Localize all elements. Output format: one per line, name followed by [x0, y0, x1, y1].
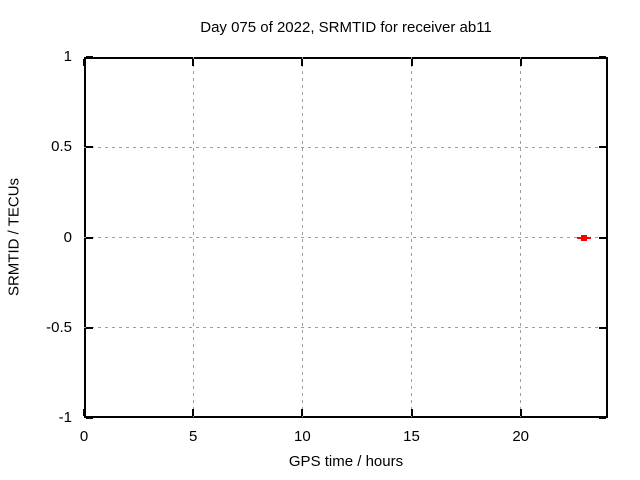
chart-title: Day 075 of 2022, SRMTID for receiver ab1… [200, 19, 492, 36]
x-tick-top [519, 59, 522, 66]
data-point-marker [580, 234, 587, 241]
x-tick-label: 5 [188, 428, 198, 445]
y-tick-left [86, 236, 93, 239]
x-tick-top [83, 59, 85, 66]
x-axis-label: GPS time / hours [288, 453, 404, 470]
y-tick-right [599, 417, 606, 419]
x-tick-label: 20 [512, 428, 529, 445]
y-tick-label: 0 [63, 228, 72, 246]
y-tick-left [86, 417, 93, 419]
y-tick-right [599, 56, 606, 58]
x-tick-bottom [301, 409, 304, 416]
y-tick-left [86, 326, 93, 329]
x-tick-bottom [192, 409, 195, 416]
plot-area: 0 5 10 15 20 -1 -0.5 0 0.5 1 [46, 48, 608, 445]
x-tick-top [192, 59, 195, 66]
x-tick-top [410, 59, 413, 66]
y-tick-label: -1 [58, 409, 72, 426]
x-tick-top [301, 59, 304, 66]
y-tick-label: 1 [63, 48, 72, 65]
x-tick-bottom [83, 409, 85, 416]
y-gridline [84, 237, 608, 238]
x-tick-label: 15 [403, 428, 420, 445]
x-tick-label: 0 [79, 428, 89, 445]
x-tick-bottom [519, 409, 522, 416]
y-tick-left [86, 146, 93, 149]
y-tick-right [599, 236, 606, 239]
x-tick-label: 10 [293, 428, 311, 445]
y-tick-right [599, 146, 606, 149]
y-tick-label: -0.5 [46, 318, 72, 336]
y-tick-label: 0.5 [51, 138, 72, 156]
y-tick-right [599, 326, 606, 329]
y-gridline [84, 146, 608, 148]
x-tick-bottom [410, 409, 413, 416]
y-gridline [84, 327, 608, 329]
y-tick-left [86, 56, 93, 58]
